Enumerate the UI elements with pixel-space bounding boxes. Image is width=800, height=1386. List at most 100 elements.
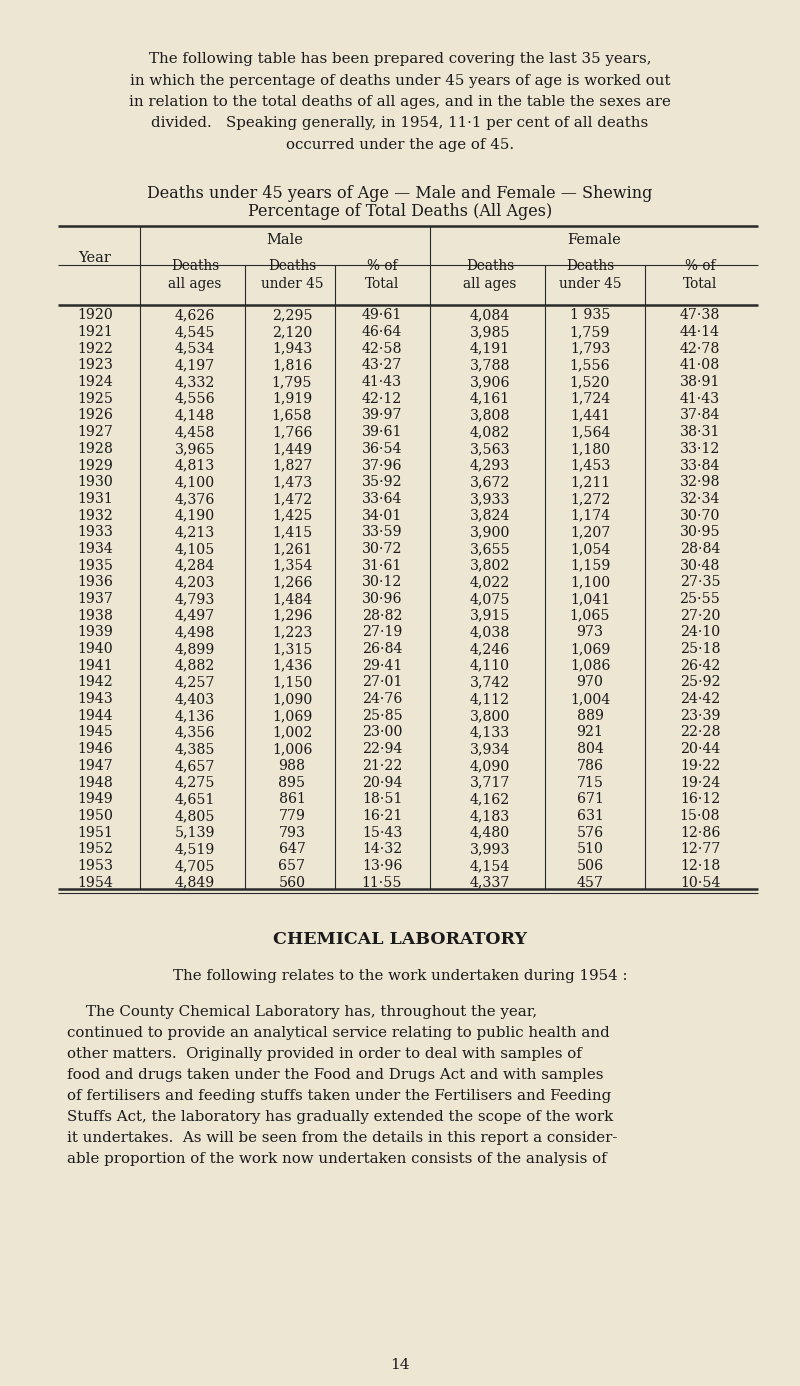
Text: 19·22: 19·22 [680,760,720,773]
Text: 24·10: 24·10 [680,625,720,639]
Text: 1,354: 1,354 [272,559,312,572]
Text: 2,295: 2,295 [272,308,312,323]
Text: 4,133: 4,133 [470,725,510,740]
Text: 25·92: 25·92 [680,675,720,689]
Text: 41·43: 41·43 [362,376,402,389]
Text: 20·44: 20·44 [680,742,720,757]
Text: 34·01: 34·01 [362,509,402,523]
Text: 1938: 1938 [77,608,113,622]
Text: occurred under the age of 45.: occurred under the age of 45. [286,139,514,152]
Text: 1941: 1941 [77,658,113,672]
Text: 22·94: 22·94 [362,742,402,757]
Text: 38·91: 38·91 [680,376,720,389]
Text: 1945: 1945 [77,725,113,740]
Text: 3,906: 3,906 [470,376,510,389]
Text: continued to provide an analytical service relating to public health and: continued to provide an analytical servi… [67,1026,610,1040]
Text: able proportion of the work now undertaken consists of the analysis of: able proportion of the work now undertak… [67,1152,606,1166]
Text: 4,162: 4,162 [470,793,510,807]
Text: 4,556: 4,556 [174,392,215,406]
Text: 1939: 1939 [77,625,113,639]
Text: 44·14: 44·14 [680,326,720,340]
Text: 47·38: 47·38 [680,308,720,323]
Text: 1953: 1953 [77,859,113,873]
Text: The County Chemical Laboratory has, throughout the year,: The County Chemical Laboratory has, thro… [67,1005,537,1019]
Text: 4,161: 4,161 [470,392,510,406]
Text: 12·18: 12·18 [680,859,720,873]
Text: 1924: 1924 [77,376,113,389]
Text: 10·54: 10·54 [680,876,720,890]
Text: 1922: 1922 [77,342,113,356]
Text: 4,385: 4,385 [174,742,215,757]
Text: 1,436: 1,436 [272,658,312,672]
Text: 1,266: 1,266 [272,575,312,589]
Text: 3,993: 3,993 [470,843,510,857]
Text: 4,082: 4,082 [470,426,510,439]
Text: 988: 988 [278,760,306,773]
Text: 4,084: 4,084 [470,308,510,323]
Text: 18·51: 18·51 [362,793,402,807]
Text: 1952: 1952 [77,843,113,857]
Text: 3,800: 3,800 [470,708,510,723]
Text: 22·28: 22·28 [680,725,720,740]
Text: 3,563: 3,563 [470,442,510,456]
Text: 657: 657 [278,859,306,873]
Text: 3,985: 3,985 [470,326,510,340]
Text: 1926: 1926 [77,409,113,423]
Text: 42·58: 42·58 [362,342,402,356]
Text: 1,919: 1,919 [272,392,312,406]
Text: 4,136: 4,136 [175,708,215,723]
Text: 4,534: 4,534 [175,342,215,356]
Text: 1921: 1921 [77,326,113,340]
Text: 1935: 1935 [77,559,113,572]
Text: 4,356: 4,356 [174,725,215,740]
Text: 3,788: 3,788 [470,359,510,373]
Text: Female: Female [567,233,621,247]
Text: 1,054: 1,054 [570,542,610,556]
Text: 895: 895 [278,776,306,790]
Text: 1920: 1920 [77,308,113,323]
Text: 1927: 1927 [77,426,113,439]
Text: 1,816: 1,816 [272,359,312,373]
Text: 1944: 1944 [77,708,113,723]
Text: 4,793: 4,793 [175,592,215,606]
Text: 510: 510 [577,843,603,857]
Text: in relation to the total deaths of all ages, and in the table the sexes are: in relation to the total deaths of all a… [129,96,671,109]
Text: Deaths
under 45: Deaths under 45 [558,259,622,291]
Text: 32·98: 32·98 [680,475,720,489]
Text: 1,472: 1,472 [272,492,312,506]
Text: 1,425: 1,425 [272,509,312,523]
Text: 1950: 1950 [77,809,113,823]
Text: 4,022: 4,022 [470,575,510,589]
Text: 1,766: 1,766 [272,426,312,439]
Text: 1,180: 1,180 [570,442,610,456]
Text: 4,480: 4,480 [470,826,510,840]
Text: 1,658: 1,658 [272,409,312,423]
Text: Stuffs Act, the laboratory has gradually extended the scope of the work: Stuffs Act, the laboratory has gradually… [67,1110,614,1124]
Text: 19·24: 19·24 [680,776,720,790]
Text: 49·61: 49·61 [362,308,402,323]
Text: 1949: 1949 [77,793,113,807]
Text: 506: 506 [577,859,603,873]
Text: 25·18: 25·18 [680,642,720,656]
Text: 11·55: 11·55 [362,876,402,890]
Text: 4,403: 4,403 [175,692,215,705]
Text: 4,337: 4,337 [470,876,510,890]
Text: 33·59: 33·59 [362,525,402,539]
Text: 3,934: 3,934 [470,742,510,757]
Text: 4,705: 4,705 [174,859,215,873]
Text: 4,497: 4,497 [175,608,215,622]
Text: 1,004: 1,004 [570,692,610,705]
Text: 1,827: 1,827 [272,459,312,473]
Text: 1932: 1932 [77,509,113,523]
Text: 1929: 1929 [77,459,113,473]
Text: 26·84: 26·84 [362,642,402,656]
Text: 1940: 1940 [77,642,113,656]
Text: 1,449: 1,449 [272,442,312,456]
Text: Male: Male [266,233,303,247]
Text: 23·39: 23·39 [680,708,720,723]
Text: 37·84: 37·84 [680,409,720,423]
Text: 14: 14 [390,1358,410,1372]
Text: 31·61: 31·61 [362,559,402,572]
Text: other matters.  Originally provided in order to deal with samples of: other matters. Originally provided in or… [67,1046,582,1062]
Text: Year: Year [78,251,111,266]
